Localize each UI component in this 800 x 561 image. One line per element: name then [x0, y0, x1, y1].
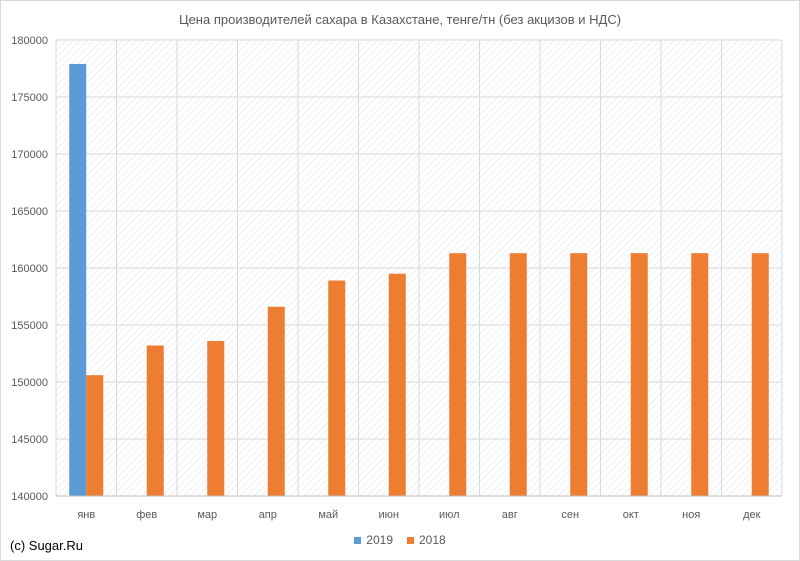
legend-label: 2018 — [419, 533, 446, 547]
bar-2018-фев — [146, 345, 164, 496]
legend-swatch — [354, 536, 362, 544]
bar-2018-окт — [630, 253, 648, 496]
x-tick-label: июл — [439, 509, 460, 521]
legend-swatch — [407, 536, 414, 544]
bar-2018-ноя — [691, 253, 709, 496]
bar-2018-авг — [509, 253, 527, 496]
legend-label: 2019 — [366, 533, 393, 547]
x-tick-label: авг — [502, 509, 518, 521]
y-tick-label: 145000 — [11, 434, 48, 446]
x-tick-label: окт — [623, 509, 639, 521]
chart-title: Цена производителей сахара в Казахстане,… — [178, 12, 622, 27]
y-tick-label: 150000 — [11, 377, 48, 389]
legend-item-2019: 2019 — [354, 533, 393, 547]
x-tick-label: дек — [743, 509, 761, 521]
x-tick-label: фев — [136, 509, 157, 521]
y-tick-label: 165000 — [11, 206, 48, 218]
copyright-watermark: (c) Sugar.Ru — [10, 538, 83, 553]
bar-2018-мар — [207, 340, 225, 496]
bar-2018-апр — [267, 306, 285, 496]
bar-2018-янв — [86, 375, 104, 496]
y-tick-label: 160000 — [11, 263, 48, 275]
bar-2018-июл — [449, 253, 467, 496]
chart-legend: 2019 2018 — [0, 533, 800, 547]
legend-item-2018: 2018 — [407, 533, 446, 547]
y-tick-label: 155000 — [11, 320, 48, 332]
bar-2018-дек — [751, 253, 769, 496]
bar-2018-сен — [570, 253, 588, 496]
x-tick-label: май — [318, 509, 338, 521]
x-tick-label: апр — [259, 509, 277, 521]
x-tick-label: сен — [561, 509, 579, 521]
bar-2018-июн — [388, 273, 406, 496]
x-tick-label: июн — [379, 509, 399, 521]
y-tick-label: 140000 — [11, 491, 48, 503]
x-tick-label: мар — [197, 509, 217, 521]
y-tick-label: 175000 — [11, 92, 48, 104]
bar-2018-май — [328, 280, 346, 496]
x-tick-label: ноя — [682, 509, 700, 521]
x-tick-label: янв — [77, 509, 95, 521]
bar-2019-янв — [69, 63, 87, 496]
y-tick-label: 170000 — [11, 149, 48, 161]
y-tick-label: 180000 — [11, 35, 48, 47]
